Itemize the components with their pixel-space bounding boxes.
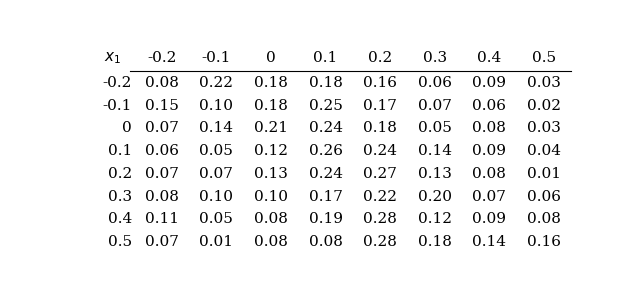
- Text: 0.4: 0.4: [108, 212, 132, 226]
- Text: 0.24: 0.24: [308, 167, 342, 181]
- Text: 0.01: 0.01: [200, 235, 234, 249]
- Text: 0.5: 0.5: [108, 235, 132, 249]
- Text: 0.07: 0.07: [472, 190, 506, 204]
- Text: 0.22: 0.22: [363, 190, 397, 204]
- Text: 0.15: 0.15: [145, 99, 179, 113]
- Text: 0.12: 0.12: [254, 144, 288, 158]
- Text: 0.09: 0.09: [472, 212, 506, 226]
- Text: 0.20: 0.20: [418, 190, 452, 204]
- Text: 0.25: 0.25: [308, 99, 342, 113]
- Text: 0.24: 0.24: [363, 144, 397, 158]
- Text: 0.1: 0.1: [314, 51, 338, 65]
- Text: 0.08: 0.08: [145, 76, 179, 90]
- Text: 0.06: 0.06: [527, 190, 561, 204]
- Text: 0.13: 0.13: [254, 167, 288, 181]
- Text: 0.2: 0.2: [108, 167, 132, 181]
- Text: 0.18: 0.18: [418, 235, 452, 249]
- Text: 0.08: 0.08: [254, 235, 288, 249]
- Text: 0.09: 0.09: [472, 144, 506, 158]
- Text: -0.1: -0.1: [202, 51, 231, 65]
- Text: 0.16: 0.16: [527, 235, 561, 249]
- Text: 0.22: 0.22: [200, 76, 234, 90]
- Text: 0.2: 0.2: [368, 51, 392, 65]
- Text: 0.5: 0.5: [532, 51, 556, 65]
- Text: 0.1: 0.1: [108, 144, 132, 158]
- Text: 0.3: 0.3: [108, 190, 132, 204]
- Text: -0.2: -0.2: [102, 76, 132, 90]
- Text: 0: 0: [122, 121, 132, 135]
- Text: 0.05: 0.05: [200, 144, 234, 158]
- Text: 0.4: 0.4: [477, 51, 501, 65]
- Text: 0.28: 0.28: [363, 212, 397, 226]
- Text: 0.18: 0.18: [308, 76, 342, 90]
- Text: 0.08: 0.08: [527, 212, 561, 226]
- Text: -0.2: -0.2: [147, 51, 177, 65]
- Text: 0.08: 0.08: [472, 121, 506, 135]
- Text: 0.05: 0.05: [418, 121, 452, 135]
- Text: 0.10: 0.10: [200, 190, 234, 204]
- Text: 0.3: 0.3: [422, 51, 447, 65]
- Text: 0.10: 0.10: [200, 99, 234, 113]
- Text: 0.06: 0.06: [418, 76, 452, 90]
- Text: 0.06: 0.06: [145, 144, 179, 158]
- Text: 0.07: 0.07: [418, 99, 452, 113]
- Text: 0.03: 0.03: [527, 76, 561, 90]
- Text: 0.01: 0.01: [527, 167, 561, 181]
- Text: 0.10: 0.10: [254, 190, 288, 204]
- Text: 0.02: 0.02: [527, 99, 561, 113]
- Text: 0.08: 0.08: [145, 190, 179, 204]
- Text: 0.28: 0.28: [363, 235, 397, 249]
- Text: 0.26: 0.26: [308, 144, 342, 158]
- Text: 0: 0: [266, 51, 276, 65]
- Text: 0.11: 0.11: [145, 212, 179, 226]
- Text: 0.14: 0.14: [472, 235, 506, 249]
- Text: 0.14: 0.14: [200, 121, 234, 135]
- Text: 0.07: 0.07: [200, 167, 234, 181]
- Text: 0.17: 0.17: [363, 99, 397, 113]
- Text: $x_1$: $x_1$: [104, 50, 121, 66]
- Text: 0.19: 0.19: [308, 212, 342, 226]
- Text: 0.08: 0.08: [308, 235, 342, 249]
- Text: 0.12: 0.12: [418, 212, 452, 226]
- Text: 0.14: 0.14: [418, 144, 452, 158]
- Text: 0.05: 0.05: [200, 212, 234, 226]
- Text: 0.07: 0.07: [145, 235, 179, 249]
- Text: 0.03: 0.03: [527, 121, 561, 135]
- Text: 0.04: 0.04: [527, 144, 561, 158]
- Text: 0.09: 0.09: [472, 76, 506, 90]
- Text: 0.17: 0.17: [308, 190, 342, 204]
- Text: 0.18: 0.18: [254, 99, 288, 113]
- Text: 0.07: 0.07: [145, 121, 179, 135]
- Text: 0.18: 0.18: [254, 76, 288, 90]
- Text: 0.08: 0.08: [472, 167, 506, 181]
- Text: 0.18: 0.18: [363, 121, 397, 135]
- Text: 0.24: 0.24: [308, 121, 342, 135]
- Text: 0.21: 0.21: [254, 121, 288, 135]
- Text: 0.16: 0.16: [363, 76, 397, 90]
- Text: 0.13: 0.13: [418, 167, 452, 181]
- Text: -0.1: -0.1: [102, 99, 132, 113]
- Text: 0.07: 0.07: [145, 167, 179, 181]
- Text: 0.08: 0.08: [254, 212, 288, 226]
- Text: 0.06: 0.06: [472, 99, 506, 113]
- Text: 0.27: 0.27: [363, 167, 397, 181]
